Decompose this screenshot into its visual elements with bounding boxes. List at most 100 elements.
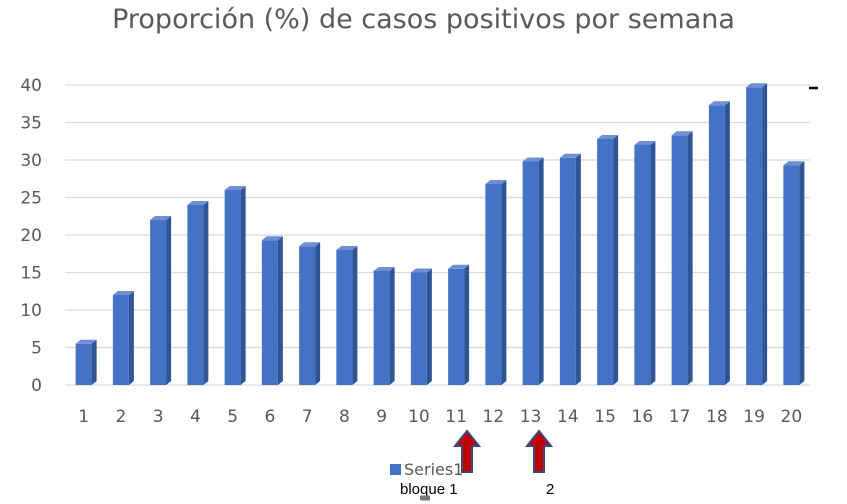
x-tick-label: 19 (743, 407, 765, 427)
x-tick-label: 10 (408, 407, 430, 427)
bar (485, 180, 507, 385)
bar-front (150, 220, 167, 385)
bar-side (687, 131, 693, 385)
annotation-label-1: bloque 1 (400, 481, 458, 498)
y-axis-ticks: 0 5 10 15 20 25 30 35 40 (20, 76, 42, 396)
bar-top (708, 101, 730, 106)
bar-top (522, 157, 544, 162)
x-tick-label: 5 (227, 407, 238, 427)
bar (373, 267, 395, 385)
bar-top (187, 201, 209, 205)
bar-front (373, 271, 390, 385)
x-tick-label: 17 (669, 407, 691, 427)
bar-front (485, 184, 502, 385)
x-tick-label: 1 (78, 407, 89, 427)
bar-side (464, 264, 470, 385)
x-tick-label: 9 (376, 407, 387, 427)
bar-front (299, 246, 316, 385)
bar-side (166, 216, 172, 385)
bar (746, 83, 768, 385)
bar (299, 242, 321, 385)
x-tick-label: 2 (115, 407, 126, 427)
bar-front (336, 250, 353, 385)
bar-front (522, 161, 539, 385)
bar-front (112, 295, 129, 385)
bar-side (352, 246, 358, 385)
bar (224, 186, 246, 385)
bar-side (762, 83, 768, 385)
bar-side (128, 291, 134, 385)
x-tick-label: 12 (483, 407, 505, 427)
x-axis-ticks: 1 2 3 4 5 6 7 8 9 10 11 12 13 14 15 16 17 18 19 20 (78, 407, 802, 427)
x-tick-label: 3 (153, 407, 164, 427)
bar-top (634, 141, 656, 145)
bar-front (671, 135, 688, 385)
bar-front (448, 268, 465, 385)
bar-front (597, 139, 614, 385)
bar-top (224, 186, 246, 190)
bar (448, 264, 470, 385)
bar-top (336, 246, 358, 250)
bar-side (240, 186, 246, 385)
bar-front (634, 145, 651, 385)
bar-top (448, 264, 470, 269)
bar-top (112, 291, 134, 295)
x-tick-label: 16 (632, 407, 654, 427)
x-tick-label: 15 (594, 407, 616, 427)
bar-top (299, 242, 321, 247)
bar (634, 141, 656, 385)
bar (783, 161, 805, 385)
y-tick-label: 40 (20, 76, 42, 96)
y-tick-label: 5 (31, 339, 42, 359)
x-tick-label: 14 (557, 407, 579, 427)
bar-side (91, 339, 97, 385)
bar-front (746, 87, 763, 385)
y-tick-label: 35 (20, 114, 42, 134)
bar (522, 157, 544, 385)
bar-side (277, 236, 283, 385)
bar-front (261, 240, 278, 385)
bar-side (315, 242, 321, 385)
bar-front (224, 190, 241, 385)
bar-top (261, 236, 283, 241)
y-tick-label: 30 (20, 151, 42, 171)
bar (75, 339, 97, 385)
bar (671, 131, 693, 385)
x-tick-label: 11 (445, 407, 467, 427)
y-tick-label: 0 (31, 376, 42, 396)
bar (708, 101, 730, 385)
bar-top (75, 339, 97, 344)
bar-top (410, 268, 432, 273)
bar-side (575, 153, 581, 385)
x-tick-label: 13 (520, 407, 542, 427)
legend: Series1 (390, 460, 463, 479)
bar-front (559, 157, 576, 385)
bar (150, 216, 172, 385)
bar (112, 291, 134, 385)
bar (187, 201, 209, 385)
arrow-marker-2 (524, 429, 554, 473)
x-tick-label: 7 (302, 407, 313, 427)
bar-top (746, 83, 768, 88)
bar-side (799, 161, 805, 385)
bar-side (538, 157, 544, 385)
x-tick-label: 6 (264, 407, 275, 427)
bar-top (373, 267, 395, 271)
bar-top (671, 131, 693, 136)
arrow-marker-1 (452, 429, 482, 473)
legend-swatch (390, 464, 401, 475)
bar-front (187, 205, 204, 385)
bar-top (597, 135, 619, 139)
gridlines (65, 84, 810, 386)
y-tick-label: 10 (20, 301, 42, 321)
bar (410, 268, 432, 385)
bar-front (708, 105, 725, 385)
bar (336, 246, 358, 385)
y-tick-label: 25 (20, 189, 42, 209)
bar (261, 236, 283, 385)
legend-label: Series1 (404, 460, 463, 479)
chart-title: Proporción (%) de casos positivos por se… (112, 4, 735, 35)
x-tick-label: 20 (781, 407, 803, 427)
bar-side (650, 141, 656, 385)
